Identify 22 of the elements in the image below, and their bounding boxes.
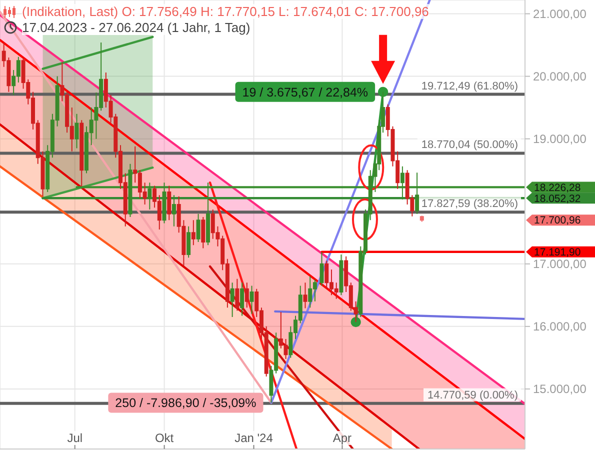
x-tick-label: Apr <box>332 431 352 445</box>
x-tick-label: Okt <box>154 431 174 445</box>
ref-line-label: 14.770,59 (0.00%) <box>427 389 518 402</box>
data-label: 17.191,90 <box>534 246 581 259</box>
x-tick-label: Jan '24 <box>234 431 274 445</box>
y-tick-label: 16.000,00 <box>533 320 587 334</box>
text: 17.700,96 <box>534 214 581 227</box>
ref-line-label: 19.712,49 (61.80%) <box>421 80 518 92</box>
text: 17.04.2023 - 27.06.2024 (1 Jahr, 1 Tag) <box>22 20 250 35</box>
y-tick-label: 19.000,00 <box>533 132 587 146</box>
data-label: 18.052,32 <box>534 192 581 205</box>
y-tick-label: 21.000,00 <box>533 7 587 22</box>
x-tick-label: Jul <box>67 431 83 445</box>
y-tick-label: 15.000,00 <box>533 382 587 396</box>
y-tick-label: 17.000,00 <box>533 257 587 272</box>
data-label: 18.226,28 <box>534 182 581 194</box>
ref-line-label: 18.770,04 (50.00%) <box>421 139 518 152</box>
y-tick-label: 20.000,00 <box>533 70 587 84</box>
chart-title: (Indikation, Last) O: 17.756,49 H: 17.770,15 L: 17.674,01 C: 17.700,96 <box>22 4 429 19</box>
ref-line-label: 17.827,59 (38.20%) <box>421 198 518 210</box>
annotation: 250 / -7.986,90 / -35,09% <box>115 396 256 410</box>
annotation: 19 / 3.675,67 / 22,84% <box>242 85 368 100</box>
